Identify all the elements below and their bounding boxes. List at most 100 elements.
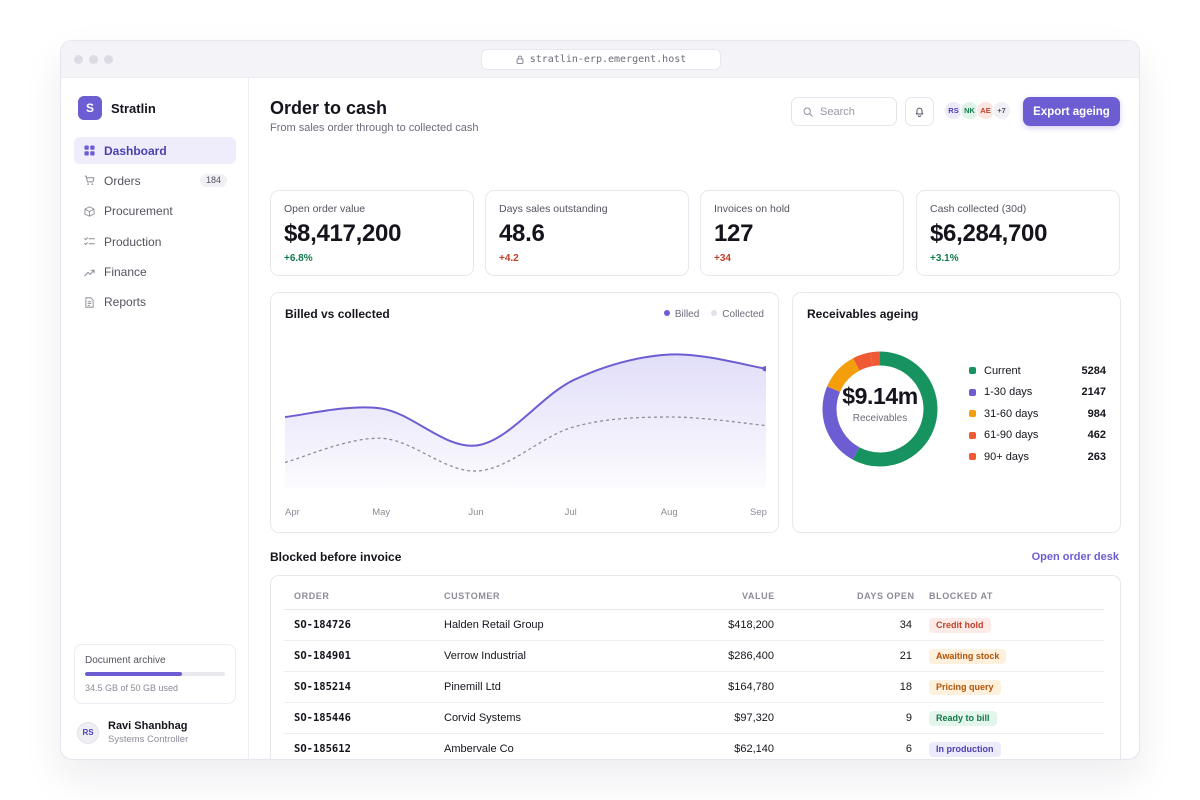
kpi-value: 48.6 [499, 220, 545, 247]
search-input[interactable]: Search [791, 97, 897, 126]
column-header-blocked-at[interactable]: BLOCKED AT [929, 591, 993, 601]
x-tick-label: Jun [468, 507, 484, 518]
order-id[interactable]: SO-185214 [294, 681, 351, 693]
column-header-customer[interactable]: CUSTOMER [444, 591, 501, 601]
legend-swatch [969, 453, 976, 461]
sidebar-item-finance[interactable]: Finance [74, 259, 236, 286]
collected-series-line[interactable] [285, 416, 766, 472]
box-icon [83, 205, 95, 217]
table-row[interactable]: SO-185612 Ambervale Co $62,140 6 In producti… [284, 733, 1104, 759]
days-open: 18 [899, 681, 912, 693]
order-value: $97,320 [734, 712, 774, 724]
ageing-legend-item[interactable]: 90+ days 263 [969, 446, 1106, 468]
customer-name: Pinemill Ltd [444, 681, 501, 693]
more-collaborators-count[interactable]: +7 [992, 101, 1011, 120]
search-icon [803, 106, 813, 117]
status-badge: Credit hold [929, 618, 991, 633]
order-id[interactable]: SO-184726 [294, 619, 351, 631]
legend-swatch [969, 388, 976, 396]
order-id[interactable]: SO-184901 [294, 650, 351, 662]
kpi-card-days-sales-outstanding: Days sales outstanding 48.6 +4.2 [485, 190, 689, 276]
ageing-bucket-value: 263 [1087, 450, 1106, 463]
window-maximize-dot[interactable] [104, 55, 113, 64]
storage-widget[interactable]: Document archive 34.5 GB of 50 GB used [74, 644, 236, 704]
order-id[interactable]: SO-185446 [294, 712, 351, 724]
table-row[interactable]: SO-184901 Verrow Industrial $286,400 21 Awai… [284, 640, 1104, 671]
ageing-legend-item[interactable]: 31-60 days 984 [969, 403, 1106, 425]
window-close-dot[interactable] [74, 55, 83, 64]
donut-slice-90-days[interactable] [822, 351, 938, 467]
bell-icon [915, 107, 924, 117]
table-row[interactable]: SO-184726 Halden Retail Group $418,200 34 Cr… [284, 609, 1104, 640]
kpi-card-invoices-on-hold: Invoices on hold 127 +34 [700, 190, 904, 276]
column-header-days-open[interactable]: DAYS OPEN [857, 591, 915, 601]
list-check-icon [83, 236, 95, 248]
brand[interactable]: S Stratlin [78, 96, 156, 120]
billed-vs-collected-card: Billed vs collected Billed Collected Apr… [270, 292, 779, 533]
sidebar-item-production[interactable]: Production [74, 228, 236, 255]
ageing-bucket-value: 984 [1087, 407, 1106, 420]
orders-count-badge: 184 [199, 174, 227, 188]
legend-item-billed[interactable]: Billed [663, 309, 700, 320]
x-tick-label: Apr [285, 507, 300, 518]
legend-swatch [969, 410, 976, 418]
legend-item-collected[interactable]: Collected [711, 309, 764, 320]
legend-label: Billed [674, 309, 700, 320]
receivables-total: $9.14m [842, 383, 918, 409]
blocked-section-title: Blocked before invoice [270, 550, 402, 564]
ageing-bucket-value: 2147 [1081, 386, 1106, 399]
donut-center: $9.14m Receivables [821, 383, 939, 424]
table-row[interactable]: SO-185214 Pinemill Ltd $164,780 18 Pricing q… [284, 671, 1104, 702]
ageing-legend: Current 5284 1-30 days 2147 31-60 days 984 61-… [969, 360, 1106, 468]
search-placeholder: Search [820, 105, 855, 118]
storage-progress [85, 672, 225, 676]
blocked-orders-table: ORDER CUSTOMER VALUE DAYS OPEN BLOCKED A… [270, 575, 1121, 759]
trend-up-icon [83, 266, 95, 278]
ageing-title: Receivables ageing [807, 307, 919, 321]
address-bar[interactable]: stratlin-erp.emergent.host [481, 49, 721, 70]
collaborator-avatars[interactable]: RS NK AE +7 [944, 101, 1011, 120]
status-badge: Pricing query [929, 680, 1001, 695]
sidebar-item-label: Production [104, 234, 162, 249]
ageing-legend-item[interactable]: 1-30 days 2147 [969, 382, 1106, 404]
export-ageing-button[interactable]: Export ageing [1023, 97, 1120, 126]
column-header-value[interactable]: VALUE [742, 591, 775, 601]
sidebar-item-procurement[interactable]: Procurement [74, 198, 236, 225]
status-badge: Awaiting stock [929, 649, 1007, 664]
legend-swatch [969, 367, 976, 375]
order-value: $418,200 [728, 619, 774, 631]
donut-slice-1-30-days[interactable] [822, 351, 938, 467]
kpi-delta: +3.1% [930, 253, 959, 264]
main-content: Order to cash From sales order through t… [250, 78, 1139, 759]
status-badge: In production [929, 742, 1001, 757]
x-tick-label: Aug [660, 507, 678, 518]
user-name: Ravi Shanbhag [108, 720, 188, 732]
user-profile[interactable]: RS Ravi Shanbhag Systems Controller [77, 720, 188, 745]
ageing-legend-item[interactable]: 61-90 days 462 [969, 425, 1106, 447]
file-text-icon [83, 296, 95, 308]
browser-window: stratlin-erp.emergent.host S Stratlin Da… [60, 40, 1140, 760]
order-id[interactable]: SO-185612 [294, 743, 351, 755]
billed-last-point[interactable] [762, 366, 766, 372]
grid-icon [83, 145, 95, 157]
billed-series-line[interactable] [285, 353, 766, 447]
x-tick-label: Jul [564, 507, 577, 518]
column-header-order[interactable]: ORDER [294, 591, 330, 601]
open-order-desk-link[interactable]: Open order desk [1031, 551, 1119, 563]
sidebar-nav: Dashboard Orders 184 Procurement Product… [74, 137, 236, 319]
notifications-button[interactable] [905, 97, 934, 126]
billed-area-fill [285, 354, 766, 488]
window-minimize-dot[interactable] [89, 55, 98, 64]
brand-logo: S [78, 96, 102, 120]
ageing-bucket-label: 61-90 days [984, 429, 1039, 442]
brand-name: Stratlin [111, 100, 156, 116]
sidebar-item-orders[interactable]: Orders 184 [74, 167, 236, 194]
ageing-bucket-label: 1-30 days [984, 386, 1033, 399]
avatar[interactable]: RS [944, 101, 963, 120]
ageing-legend-item[interactable]: Current 5284 [969, 360, 1106, 382]
sidebar-item-reports[interactable]: Reports [74, 289, 236, 316]
sidebar-item-label: Reports [104, 295, 147, 310]
kpi-value: $8,417,200 [284, 220, 402, 247]
table-row[interactable]: SO-185446 Corvid Systems $97,320 9 Ready to … [284, 702, 1104, 733]
sidebar-item-dashboard[interactable]: Dashboard [74, 137, 236, 164]
